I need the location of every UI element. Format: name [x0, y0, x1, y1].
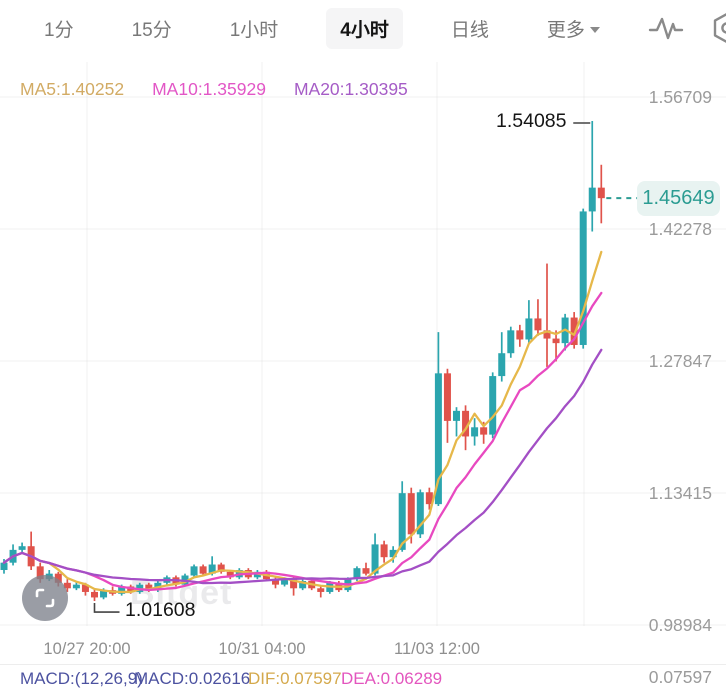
low-price-label: 1.01608 [125, 599, 196, 621]
macd-value: MACD:0.02616 [134, 669, 251, 688]
dif-value: DIF:0.07597 [248, 669, 342, 688]
tab-daily[interactable]: 日线 [450, 19, 489, 41]
ma-legend: MA5:1.40252 MA10:1.35929 MA20:1.30395 [20, 79, 408, 100]
macd-params: MACD:(12,26,9) [20, 669, 143, 688]
y-axis-label: 1.56709 [648, 87, 712, 107]
macd-axis-label: 0.07597 [648, 667, 712, 687]
y-axis-label: 0.98984 [648, 615, 712, 635]
panel-divider [0, 664, 726, 665]
tab-1min[interactable]: 1分 [44, 19, 74, 41]
tab-more[interactable]: 更多 [537, 8, 610, 49]
last-price-tag[interactable]: 1.45649 [637, 181, 720, 216]
tab-1hour[interactable]: 1小时 [229, 19, 279, 41]
indicator-icon[interactable] [648, 14, 684, 42]
x-axis-label: 11/03 12:00 [394, 640, 480, 658]
tab-4hour[interactable]: 4小时 [326, 7, 403, 49]
settings-icon[interactable] [710, 11, 726, 45]
ma20-value: MA20:1.30395 [293, 79, 408, 99]
y-axis-label: 1.13415 [648, 483, 712, 503]
tab-15min[interactable]: 15分 [131, 19, 172, 41]
candlestick-chart[interactable] [0, 56, 726, 632]
landscape-toggle-button[interactable] [22, 575, 68, 621]
ma5-value: MA5:1.40252 [20, 79, 125, 99]
y-axis-label: 1.42278 [648, 219, 712, 239]
dea-value: DEA:0.06289 [341, 669, 443, 688]
chevron-down-icon [589, 27, 600, 34]
ma10-value: MA10:1.35929 [152, 79, 266, 99]
x-axis-label: 10/31 04:00 [218, 640, 306, 658]
fullscreen-corners-icon [35, 588, 55, 608]
y-axis-label: 1.27847 [648, 351, 712, 371]
tab-more-label: 更多 [546, 19, 585, 41]
high-price-label: 1.54085 [496, 110, 567, 132]
interval-toolbar: 1分 15分 1小时 4小时 日线 更多 [0, 0, 726, 56]
x-axis-label: 10/27 20:00 [43, 640, 131, 658]
